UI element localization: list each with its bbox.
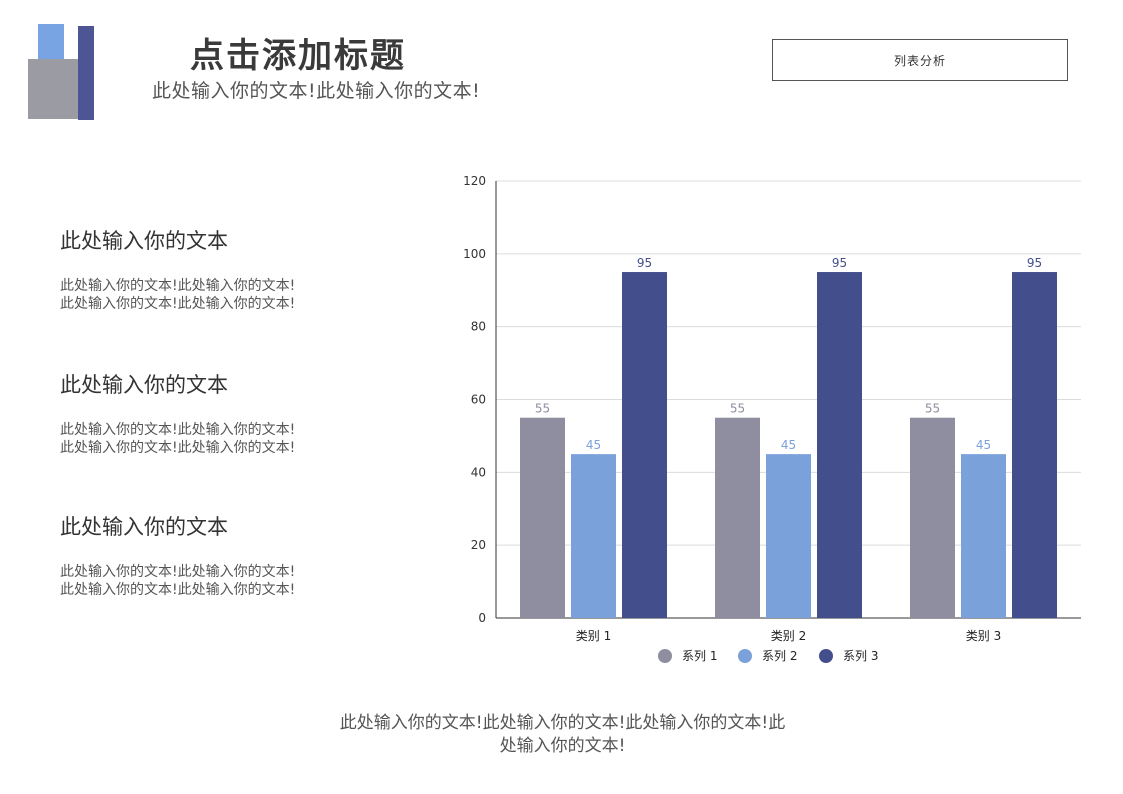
bar: [622, 272, 667, 618]
bar: [520, 417, 565, 618]
text-block-line[interactable]: 此处输入你的文本!此处输入你的文本!: [60, 422, 296, 438]
x-tick-label: 类别 1: [576, 629, 611, 643]
y-tick-label: 0: [478, 611, 486, 625]
data-label: 55: [925, 402, 940, 416]
logo-blue-block: [38, 24, 64, 64]
x-tick-label: 类别 2: [771, 629, 806, 643]
text-block-line[interactable]: 此处输入你的文本!此处输入你的文本!: [60, 582, 296, 598]
data-label: 95: [1027, 256, 1042, 270]
legend-marker: [819, 649, 833, 663]
bar: [961, 454, 1006, 618]
text-block-line[interactable]: 此处输入你的文本!此处输入你的文本!: [60, 296, 296, 312]
data-label: 45: [976, 438, 991, 452]
list-analysis-button[interactable]: 列表分析: [772, 39, 1068, 81]
y-tick-label: 60: [471, 393, 486, 407]
logo-navy-block: [78, 26, 94, 120]
bar: [1012, 272, 1057, 618]
logo: [28, 24, 94, 120]
data-label: 55: [535, 402, 550, 416]
data-label: 95: [832, 256, 847, 270]
page-subtitle[interactable]: 此处输入你的文本!此处输入你的文本!: [152, 80, 481, 102]
text-block-3: 此处输入你的文本 此处输入你的文本!此处输入你的文本! 此处输入你的文本!此处输…: [60, 511, 360, 599]
y-tick-label: 40: [471, 465, 486, 479]
data-label: 45: [586, 438, 601, 452]
text-block-heading[interactable]: 此处输入你的文本: [60, 373, 228, 397]
text-block-line[interactable]: 此处输入你的文本!此处输入你的文本!: [60, 564, 296, 580]
bar: [571, 454, 616, 618]
bar: [817, 272, 862, 618]
data-label: 55: [730, 402, 745, 416]
y-tick-label: 120: [463, 174, 486, 188]
bar-chart[interactable]: 0 20 40 60 80 100 120 55 45 95 类别 1 55 45 95 类别 2 55 45 9…: [455, 170, 1095, 670]
text-block-line[interactable]: 此处输入你的文本!此处输入你的文本!: [60, 278, 296, 294]
data-label: 95: [637, 256, 652, 270]
legend-marker: [738, 649, 752, 663]
y-tick-label: 100: [463, 247, 486, 261]
footer-text[interactable]: 此处输入你的文本!此处输入你的文本!此处输入你的文本!此 处输入你的文本!: [270, 712, 855, 758]
logo-grey-block: [28, 59, 78, 119]
y-tick-label: 20: [471, 538, 486, 552]
bar: [715, 417, 760, 618]
bar: [910, 417, 955, 618]
legend-label: 系列 1: [682, 649, 717, 663]
legend-marker: [658, 649, 672, 663]
legend-label: 系列 3: [843, 649, 878, 663]
footer-line: 此处输入你的文本!此处输入你的文本!此处输入你的文本!此: [339, 713, 786, 733]
text-block-1: 此处输入你的文本 此处输入你的文本!此处输入你的文本! 此处输入你的文本!此处输…: [60, 225, 360, 313]
data-label: 45: [781, 438, 796, 452]
legend-label: 系列 2: [762, 649, 797, 663]
footer-line: 处输入你的文本!: [499, 736, 626, 756]
x-tick-label: 类别 3: [966, 629, 1001, 643]
y-tick-label: 80: [471, 320, 486, 334]
bar: [766, 454, 811, 618]
text-block-heading[interactable]: 此处输入你的文本: [60, 515, 228, 539]
text-block-heading[interactable]: 此处输入你的文本: [60, 229, 228, 253]
text-block-line[interactable]: 此处输入你的文本!此处输入你的文本!: [60, 440, 296, 456]
text-block-2: 此处输入你的文本 此处输入你的文本!此处输入你的文本! 此处输入你的文本!此处输…: [60, 369, 360, 457]
page-title[interactable]: 点击添加标题: [190, 36, 406, 76]
